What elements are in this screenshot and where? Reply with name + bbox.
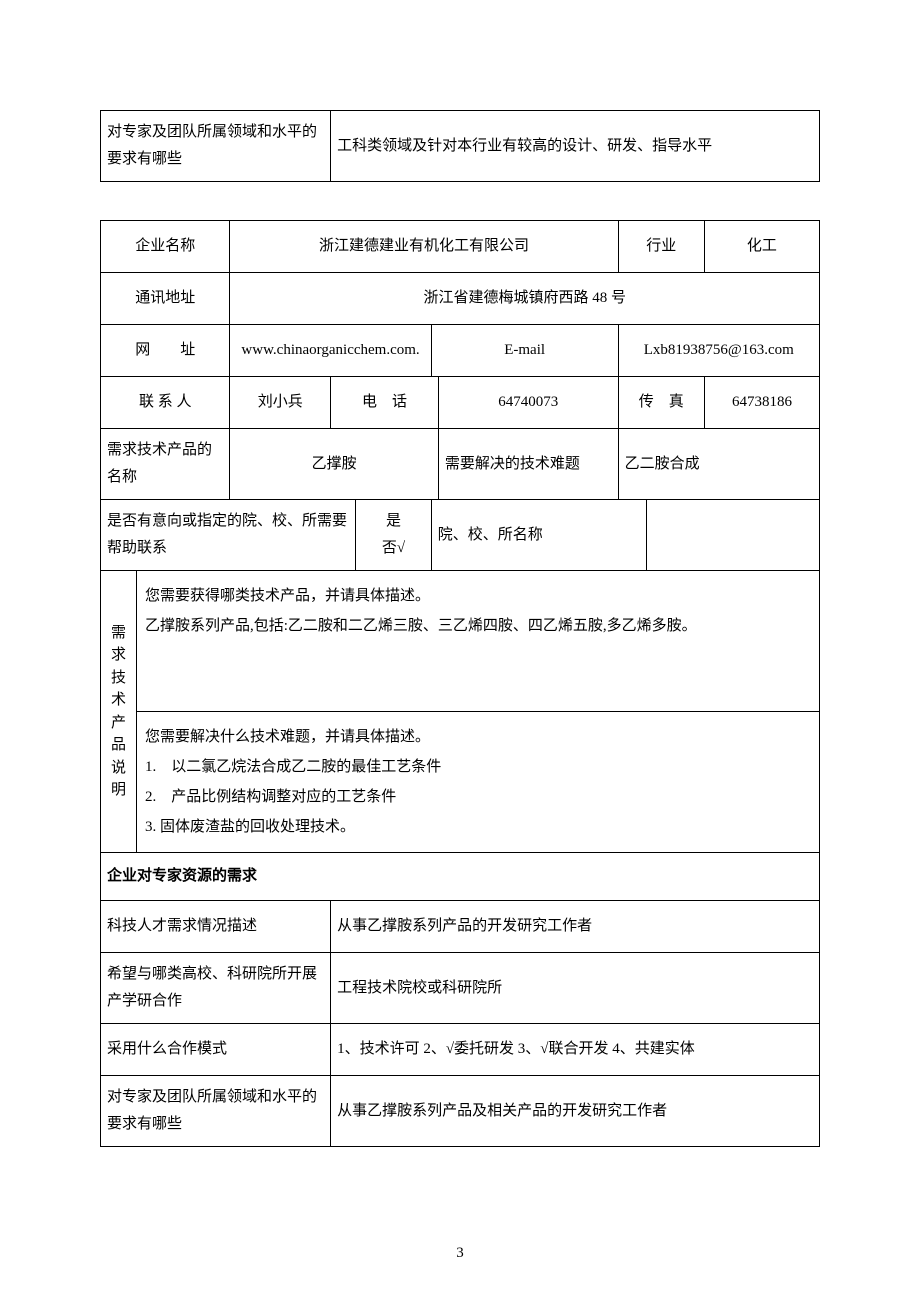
page-number: 3 (0, 1245, 920, 1262)
table-row: 科技人才需求情况描述 从事乙撑胺系列产品的开发研究工作者 (101, 901, 820, 953)
spacer (100, 182, 820, 220)
expert-requirement-value: 工科类领域及针对本行业有较高的设计、研发、指导水平 (331, 111, 820, 182)
fax-label: 传 真 (618, 377, 704, 429)
table-row: 需求技术产品说明 您需要获得哪类技术产品，并请具体描述。 乙撑胺系列产品,包括:… (101, 571, 820, 712)
vlabel-char: 需 (107, 622, 130, 645)
difficulty-label: 需要解决的技术难题 (438, 429, 618, 500)
email-value: Lxb81938756@163.com (618, 325, 819, 377)
intent-yesno: 是 否√ (356, 500, 431, 571)
table-row: 企业对专家资源的需求 (101, 853, 820, 901)
industry-value: 化工 (704, 221, 819, 273)
vlabel-char: 品 (107, 734, 130, 757)
expert-demand-header: 企业对专家资源的需求 (101, 853, 820, 901)
talent-desc-value: 从事乙撑胺系列产品的开发研究工作者 (331, 901, 820, 953)
block2-line4: 3. 固体废渣盐的回收处理技术。 (145, 812, 811, 842)
coop-mode-value: 1、技术许可 2、√委托研发 3、√联合开发 4、共建实体 (331, 1024, 820, 1076)
vlabel-char: 求 (107, 644, 130, 667)
table-row: 网 址 www.chinaorganicchem.com. E-mail Lxb… (101, 325, 820, 377)
intent-no: 否√ (382, 540, 405, 556)
difficulty-value: 乙二胺合成 (618, 429, 819, 500)
table-row: 企业名称 浙江建德建业有机化工有限公司 行业 化工 (101, 221, 820, 273)
website-value: www.chinaorganicchem.com. (230, 325, 431, 377)
expert-req2-label: 对专家及团队所属领域和水平的要求有哪些 (101, 1076, 331, 1147)
website-label: 网 址 (101, 325, 230, 377)
vlabel-char: 产 (107, 712, 130, 735)
vlabel-char: 技 (107, 667, 130, 690)
product-name-value: 乙撑胺 (230, 429, 438, 500)
top-table: 对专家及团队所属领域和水平的要求有哪些 工科类领域及针对本行业有较高的设计、研发… (100, 110, 820, 182)
address-label: 通讯地址 (101, 273, 230, 325)
vlabel-char: 说 (107, 757, 130, 780)
coop-target-value: 工程技术院校或科研院所 (331, 953, 820, 1024)
talent-desc-label: 科技人才需求情况描述 (101, 901, 331, 953)
document-page: 对专家及团队所属领域和水平的要求有哪些 工科类领域及针对本行业有较高的设计、研发… (0, 0, 920, 1302)
phone-value: 64740073 (438, 377, 618, 429)
address-value: 浙江省建德梅城镇府西路 48 号 (230, 273, 820, 325)
table-row: 联 系 人 刘小兵 电 话 64740073 传 真 64738186 (101, 377, 820, 429)
expert-requirement-label: 对专家及团队所属领域和水平的要求有哪些 (101, 111, 331, 182)
block2-line3: 2. 产品比例结构调整对应的工艺条件 (145, 782, 811, 812)
block2-line2: 1. 以二氯乙烷法合成乙二胺的最佳工艺条件 (145, 752, 811, 782)
block1-line1: 您需要获得哪类技术产品，并请具体描述。 (145, 581, 811, 611)
phone-label: 电 话 (331, 377, 439, 429)
expert-req2-value: 从事乙撑胺系列产品及相关产品的开发研究工作者 (331, 1076, 820, 1147)
product-desc-vlabel: 需求技术产品说明 (101, 571, 137, 853)
intent-label: 是否有意向或指定的院、校、所需要帮助联系 (101, 500, 356, 571)
email-label: E-mail (431, 325, 618, 377)
block2-line1: 您需要解决什么技术难题，并请具体描述。 (145, 722, 811, 752)
table-row: 您需要解决什么技术难题，并请具体描述。 1. 以二氯乙烷法合成乙二胺的最佳工艺条… (101, 712, 820, 853)
table-row: 希望与哪类高校、科研院所开展产学研合作 工程技术院校或科研院所 (101, 953, 820, 1024)
table-row: 对专家及团队所属领域和水平的要求有哪些 从事乙撑胺系列产品及相关产品的开发研究工… (101, 1076, 820, 1147)
school-name-value (647, 500, 820, 571)
vlabel-char: 明 (107, 779, 130, 802)
fax-value: 64738186 (704, 377, 819, 429)
product-desc-block1: 您需要获得哪类技术产品，并请具体描述。 乙撑胺系列产品,包括:乙二胺和二乙烯三胺… (136, 571, 819, 712)
table-row: 对专家及团队所属领域和水平的要求有哪些 工科类领域及针对本行业有较高的设计、研发… (101, 111, 820, 182)
vlabel-char: 术 (107, 689, 130, 712)
coop-mode-label: 采用什么合作模式 (101, 1024, 331, 1076)
industry-label: 行业 (618, 221, 704, 273)
table-row: 需求技术产品的名称 乙撑胺 需要解决的技术难题 乙二胺合成 (101, 429, 820, 500)
product-desc-block2: 您需要解决什么技术难题，并请具体描述。 1. 以二氯乙烷法合成乙二胺的最佳工艺条… (136, 712, 819, 853)
coop-target-label: 希望与哪类高校、科研院所开展产学研合作 (101, 953, 331, 1024)
table-row: 是否有意向或指定的院、校、所需要帮助联系 是 否√ 院、校、所名称 (101, 500, 820, 571)
contact-value: 刘小兵 (230, 377, 331, 429)
block1-line2: 乙撑胺系列产品,包括:乙二胺和二乙烯三胺、三乙烯四胺、四乙烯五胺,多乙烯多胺。 (145, 611, 811, 641)
company-name-label: 企业名称 (101, 221, 230, 273)
product-name-label: 需求技术产品的名称 (101, 429, 230, 500)
company-name-value: 浙江建德建业有机化工有限公司 (230, 221, 618, 273)
table-row: 采用什么合作模式 1、技术许可 2、√委托研发 3、√联合开发 4、共建实体 (101, 1024, 820, 1076)
main-table: 企业名称 浙江建德建业有机化工有限公司 行业 化工 通讯地址 浙江省建德梅城镇府… (100, 220, 820, 1147)
contact-label: 联 系 人 (101, 377, 230, 429)
table-row: 通讯地址 浙江省建德梅城镇府西路 48 号 (101, 273, 820, 325)
intent-yes: 是 (386, 513, 401, 529)
school-name-label: 院、校、所名称 (431, 500, 647, 571)
